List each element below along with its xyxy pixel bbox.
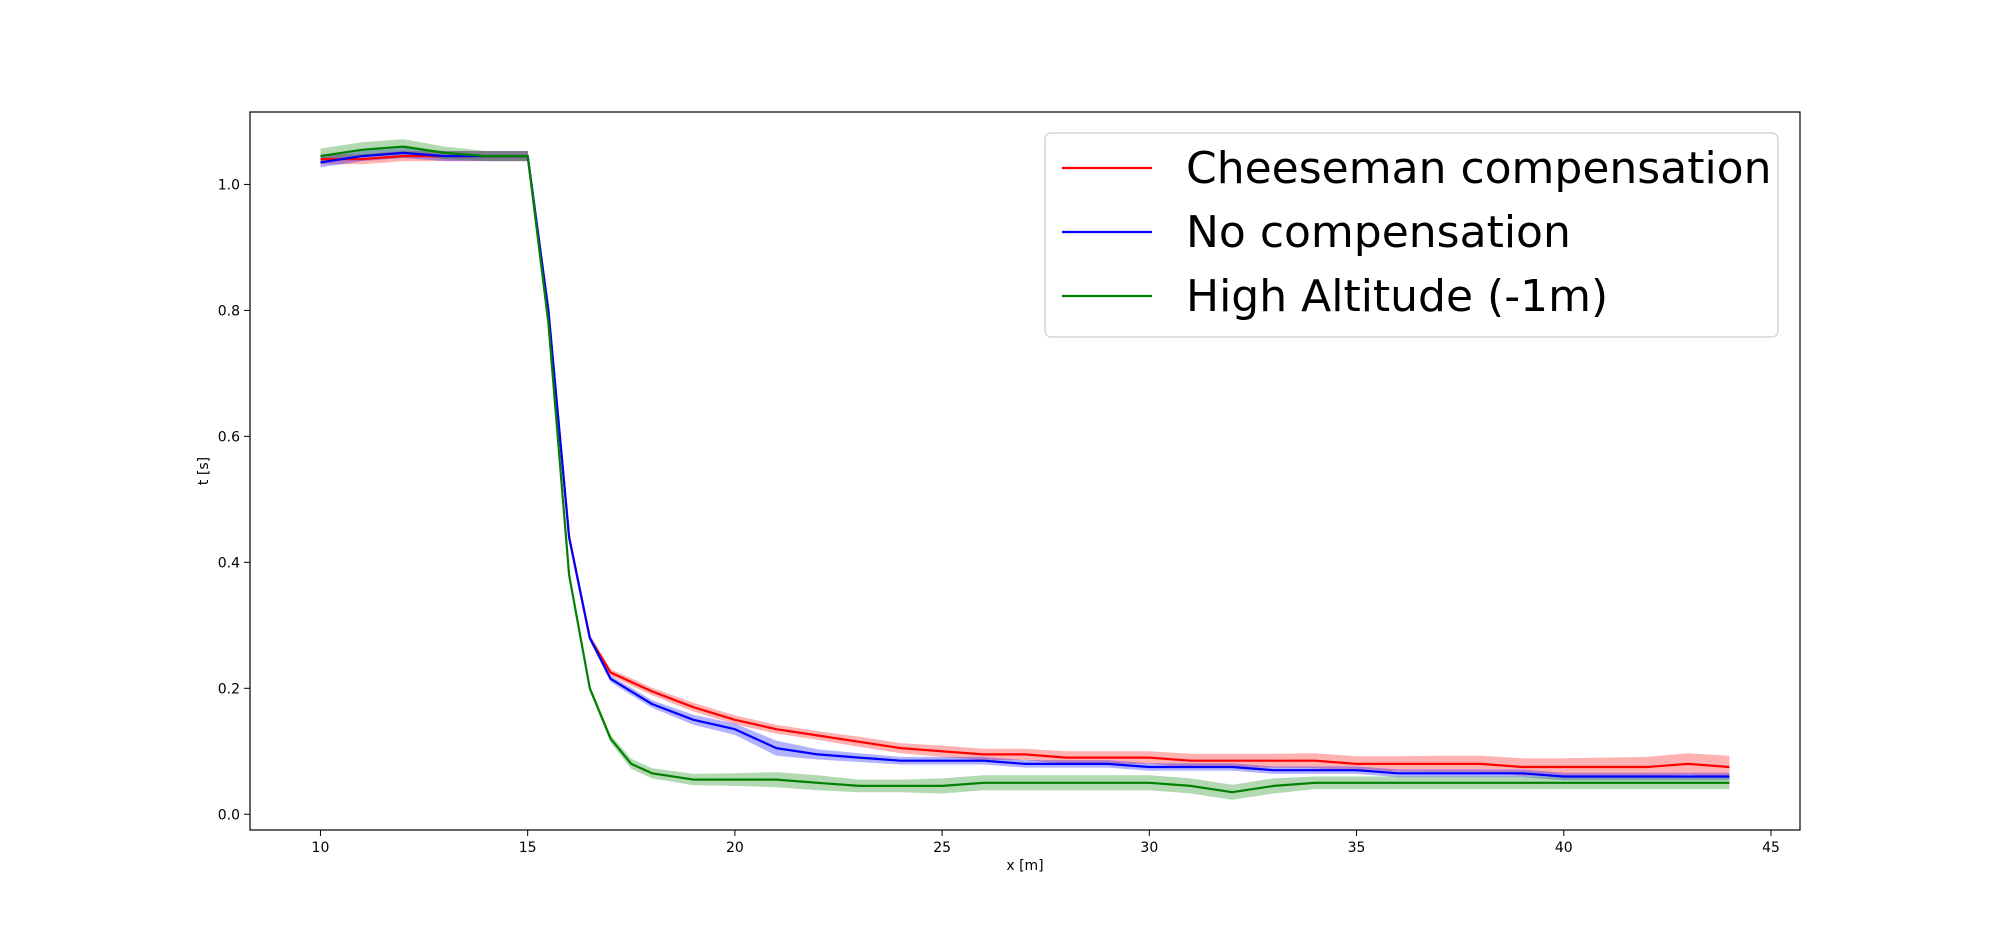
y-axis-ticks: 0.0 0.2 0.4 0.6 0.8 1.0 xyxy=(218,177,250,823)
legend-label: Cheeseman compensation xyxy=(1186,143,1771,194)
x-axis-label: x [m] xyxy=(1006,858,1043,874)
x-tick-label: 25 xyxy=(933,840,951,856)
series-line-2 xyxy=(320,145,1730,794)
x-tick-label: 30 xyxy=(1140,840,1158,856)
y-axis-label: t [s] xyxy=(196,457,212,485)
x-tick-label: 15 xyxy=(519,840,537,856)
x-tick-label: 20 xyxy=(726,840,744,856)
legend-frame xyxy=(1044,132,1779,338)
series-lines xyxy=(320,145,1730,794)
legend-label: No compensation xyxy=(1186,207,1571,258)
series-line-1 xyxy=(320,151,1730,778)
axes-frame xyxy=(249,111,1801,831)
y-tick-label: 0.8 xyxy=(218,303,240,319)
x-tick-label: 35 xyxy=(1348,840,1366,856)
y-tick-label: 0.4 xyxy=(218,555,240,571)
legend: Cheeseman compensation No compensation Hig… xyxy=(1044,132,1779,338)
y-tick-label: 0.6 xyxy=(218,429,240,445)
x-tick-label: 45 xyxy=(1762,840,1780,856)
y-tick-label: 1.0 xyxy=(218,177,240,193)
legend-label: High Altitude (-1m) xyxy=(1186,271,1608,322)
legend-entries: Cheeseman compensation No compensation Hig… xyxy=(1062,143,1771,322)
x-tick-label: 10 xyxy=(312,840,330,856)
y-tick-label: 0.2 xyxy=(218,681,240,697)
x-tick-label: 40 xyxy=(1555,840,1573,856)
x-axis-ticks: 10 15 20 25 30 35 40 45 xyxy=(312,830,1780,856)
y-tick-label: 0.0 xyxy=(218,807,240,823)
